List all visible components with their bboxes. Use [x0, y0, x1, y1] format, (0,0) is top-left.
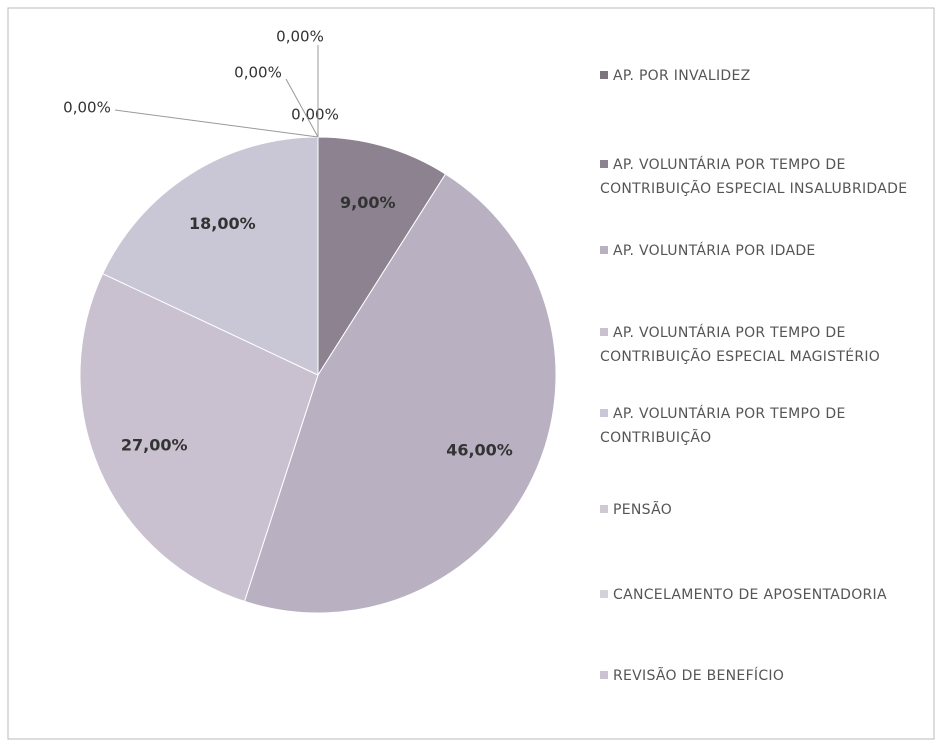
legend-label: AP. VOLUNTÁRIA POR TEMPO DE CONTRIBUIÇÃO — [600, 406, 846, 446]
legend-item: AP. VOLUNTÁRIA POR TEMPO DE CONTRIBUIÇÃO — [600, 402, 930, 450]
data-label: 0,00% — [291, 106, 339, 124]
legend-item: PENSÃO — [600, 498, 930, 522]
legend-label: AP. POR INVALIDEZ — [613, 68, 751, 84]
data-label: 0,00% — [276, 28, 324, 46]
legend-swatch — [600, 160, 608, 168]
legend-item: CANCELAMENTO DE APOSENTADORIA — [600, 583, 930, 607]
leader-line — [114, 109, 319, 138]
legend-item: AP. VOLUNTÁRIA POR TEMPO DE CONTRIBUIÇÃO… — [600, 321, 930, 369]
legend-swatch — [600, 409, 608, 417]
pie-slice — [79, 272, 319, 602]
legend-item: AP. VOLUNTÁRIA POR IDADE — [600, 239, 930, 263]
legend-swatch — [600, 671, 608, 679]
pie-slice — [317, 136, 447, 377]
legend-item: REVISÃO DE BENEFÍCIO — [600, 664, 930, 688]
legend-swatch — [600, 328, 608, 336]
legend-label: AP. VOLUNTÁRIA POR TEMPO DE CONTRIBUIÇÃO… — [600, 157, 908, 197]
data-label: 46,00% — [446, 441, 513, 460]
data-label: 0,00% — [234, 64, 282, 82]
legend-label: REVISÃO DE BENEFÍCIO — [613, 668, 785, 684]
legend-swatch — [600, 505, 608, 513]
pie-slice — [101, 136, 319, 376]
data-label: 0,00% — [63, 99, 111, 117]
data-label: 27,00% — [121, 435, 188, 454]
legend-label: CANCELAMENTO DE APOSENTADORIA — [613, 587, 887, 603]
data-label: 9,00% — [340, 193, 396, 212]
data-label: 18,00% — [189, 214, 256, 233]
legend-label: AP. VOLUNTÁRIA POR TEMPO DE CONTRIBUIÇÃO… — [600, 325, 881, 365]
legend-label: PENSÃO — [613, 502, 673, 518]
legend-item: AP. POR INVALIDEZ — [600, 64, 930, 88]
legend-swatch — [600, 590, 608, 598]
legend-item: AP. VOLUNTÁRIA POR TEMPO DE CONTRIBUIÇÃO… — [600, 153, 930, 201]
pie-slice — [243, 173, 557, 614]
leader-line — [285, 78, 319, 138]
legend-swatch — [600, 71, 608, 79]
legend-label: AP. VOLUNTÁRIA POR IDADE — [613, 243, 816, 259]
legend-swatch — [600, 246, 608, 254]
